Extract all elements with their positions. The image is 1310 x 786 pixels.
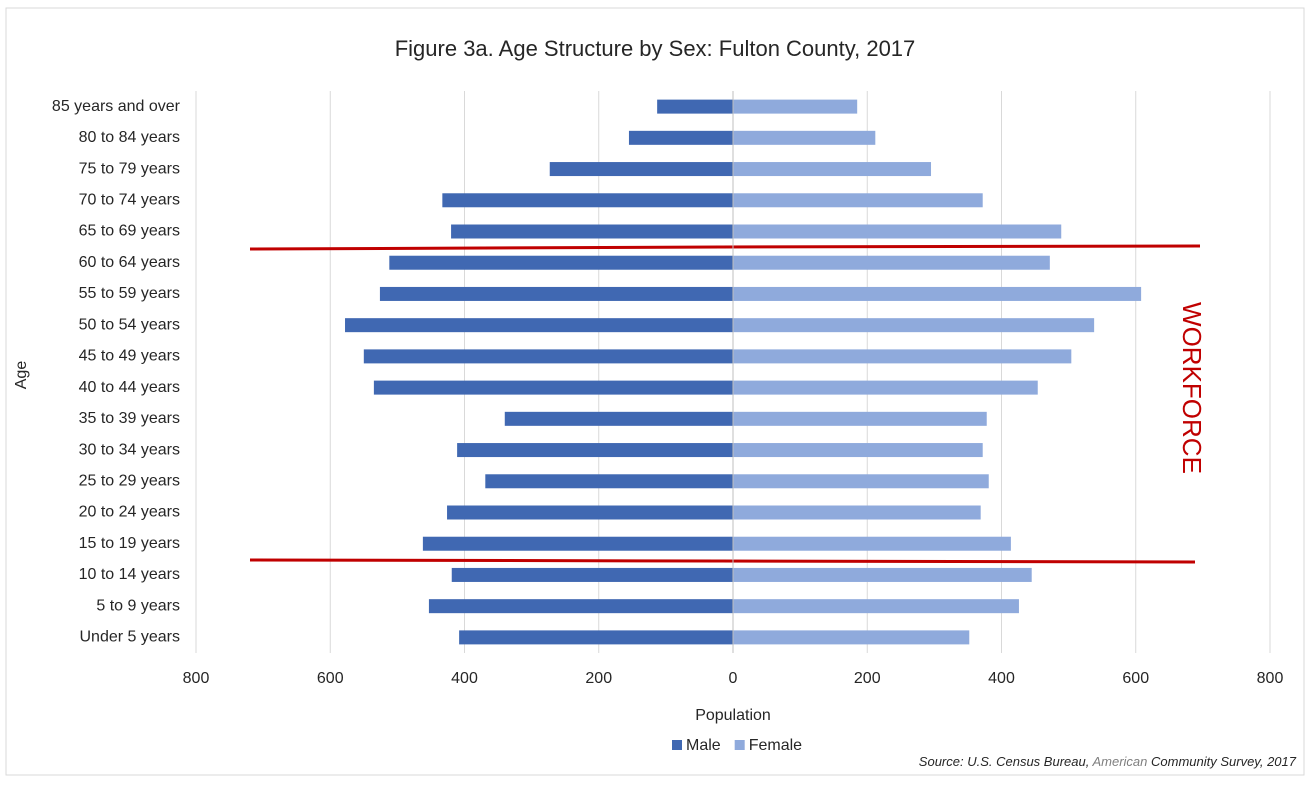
y-tick-label: 30 to 34 years <box>79 441 180 458</box>
y-tick-label: 20 to 24 years <box>79 504 180 521</box>
y-tick-label: 65 to 69 years <box>79 223 180 240</box>
y-tick-label: 25 to 29 years <box>79 472 180 489</box>
bar <box>733 224 1062 239</box>
bar <box>733 255 1050 270</box>
bar <box>428 599 733 614</box>
x-tick-label: 200 <box>585 670 612 687</box>
bar <box>733 99 858 114</box>
legend-label: Male <box>686 737 721 754</box>
source-note: Source: U.S. Census Bureau, American Com… <box>919 754 1297 769</box>
y-tick-label: 85 years and over <box>52 98 181 115</box>
bar <box>379 286 733 301</box>
bars <box>345 99 1142 645</box>
bar <box>485 474 733 489</box>
bar <box>457 443 733 458</box>
bar <box>345 318 733 333</box>
source-part: Community Survey, 2017 <box>1147 754 1296 769</box>
x-axis-label: Population <box>695 707 771 724</box>
x-tick-label: 600 <box>317 670 344 687</box>
bar <box>628 130 733 145</box>
workforce-lower-line <box>249 558 1196 564</box>
legend-swatch <box>734 740 745 750</box>
bar <box>504 411 733 426</box>
y-tick-label: 80 to 84 years <box>79 129 180 146</box>
bar <box>733 474 989 489</box>
y-tick-label: 45 to 49 years <box>79 348 180 365</box>
y-tick-label: 35 to 39 years <box>79 410 180 427</box>
y-axis-label: Age <box>13 361 30 390</box>
x-tick-label: 800 <box>183 670 210 687</box>
bar <box>549 162 733 177</box>
bar <box>363 349 733 364</box>
bar <box>733 505 981 520</box>
bar <box>459 630 733 645</box>
x-tick-label: 200 <box>854 670 881 687</box>
y-tick-label: 15 to 19 years <box>79 535 180 552</box>
bar <box>733 536 1011 551</box>
bar <box>733 411 987 426</box>
y-tick-label: 75 to 79 years <box>79 160 180 177</box>
y-tick-label: 40 to 44 years <box>79 379 180 396</box>
x-tick-label: 600 <box>1122 670 1149 687</box>
y-tick-label: 10 to 14 years <box>79 566 180 583</box>
bar <box>733 380 1038 395</box>
y-tick-label: 5 to 9 years <box>96 597 180 614</box>
source-part: Source: U.S. Census Bureau, <box>919 754 1093 769</box>
bar <box>733 349 1072 364</box>
grid <box>195 91 1271 653</box>
bar <box>733 318 1095 333</box>
bar <box>733 193 983 208</box>
bar <box>733 443 983 458</box>
source-part: American <box>1091 754 1147 769</box>
bar <box>451 224 733 239</box>
y-tick-label: 60 to 64 years <box>79 254 180 271</box>
y-tick-label: 55 to 59 years <box>79 285 180 302</box>
bar <box>733 630 970 645</box>
x-tick-label: 400 <box>451 670 478 687</box>
x-tick-label: 0 <box>729 670 738 687</box>
bar <box>422 536 733 551</box>
bar <box>733 599 1019 614</box>
bar <box>389 255 733 270</box>
x-tick-label: 800 <box>1257 670 1284 687</box>
workforce-label: WORKFORCE <box>1177 302 1207 474</box>
bar <box>733 286 1142 301</box>
bar <box>733 567 1032 582</box>
x-tick-label: 400 <box>988 670 1015 687</box>
chart-title: Figure 3a. Age Structure by Sex: Fulton … <box>395 36 916 61</box>
workforce-upper-line <box>249 244 1201 251</box>
bar <box>733 162 932 177</box>
legend-label: Female <box>749 737 802 754</box>
y-tick-label: 50 to 54 years <box>79 316 180 333</box>
bar <box>442 193 733 208</box>
bar <box>733 130 876 145</box>
legend-swatch <box>672 740 682 750</box>
bar <box>373 380 733 395</box>
bar <box>657 99 733 114</box>
bar <box>451 567 733 582</box>
bar <box>447 505 733 520</box>
y-tick-label: 70 to 74 years <box>79 191 180 208</box>
y-tick-label: Under 5 years <box>80 629 181 646</box>
